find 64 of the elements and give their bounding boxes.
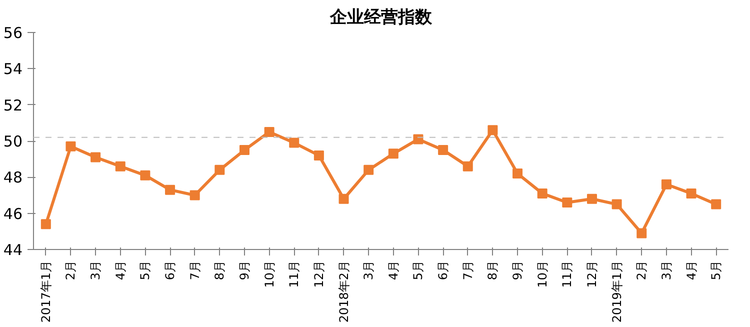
point [66, 141, 76, 152]
x-tick-label: 12月 [312, 260, 326, 288]
point [686, 188, 696, 198]
y-tick-label: 50 [3, 132, 23, 150]
x-tick-label: 3月 [659, 260, 674, 280]
point [40, 219, 51, 230]
point [289, 138, 300, 148]
x-tick-label: 2019年1月 [610, 260, 624, 323]
x-tick-label: 5月 [709, 260, 724, 280]
x-tick-label: 10月 [535, 260, 550, 288]
x-tick-label: 9月 [510, 260, 525, 280]
point [612, 199, 622, 210]
point [338, 194, 349, 204]
x-tick-label: 7月 [460, 260, 475, 280]
point [115, 161, 126, 172]
x-tick-label: 4月 [684, 260, 698, 280]
x-tick-label: 7月 [188, 260, 202, 280]
point [661, 179, 672, 190]
point [711, 199, 722, 210]
x-tick-label: 2月 [64, 260, 78, 280]
chart-title: 企业经营指数 [329, 8, 433, 28]
point [364, 164, 374, 175]
point [314, 150, 324, 160]
x-tick-label: 11月 [560, 260, 574, 288]
x-tick-label: 11月 [287, 260, 302, 288]
y-tick-label: 56 [3, 24, 23, 42]
point [264, 126, 274, 137]
point [190, 190, 200, 200]
x-tick-label: 2017年1月 [38, 260, 53, 323]
point [438, 145, 448, 156]
x-tick-label: 6月 [436, 260, 450, 280]
x-tick-label: 3月 [88, 260, 103, 280]
x-tick-label: 5月 [138, 260, 152, 280]
point [214, 164, 225, 175]
x-tick-label: 10月 [262, 260, 276, 288]
x-tick-label: 2018年2月 [336, 260, 351, 323]
y-tick-label: 52 [3, 96, 23, 114]
x-tick-label: 3月 [362, 260, 376, 280]
x-tick-label: 9月 [237, 260, 252, 280]
point [239, 145, 250, 156]
point [488, 125, 498, 136]
point [586, 194, 597, 204]
point [165, 184, 176, 195]
point [462, 161, 473, 172]
point [636, 228, 647, 238]
point [537, 188, 548, 198]
y-tick-label: 46 [3, 204, 23, 223]
x-tick-label: 12月 [584, 260, 599, 288]
x-tick-label: 6月 [163, 260, 178, 280]
point [90, 152, 101, 162]
point [388, 148, 398, 159]
point [413, 134, 424, 144]
x-tick-label: 4月 [386, 260, 400, 280]
x-tick-label: 4月 [113, 260, 128, 280]
point [562, 197, 572, 208]
y-tick-label: 54 [3, 60, 23, 78]
y-tick-label: 44 [3, 241, 23, 259]
x-tick-label: 8月 [486, 260, 500, 280]
point [512, 168, 523, 179]
x-tick-label: 5月 [411, 260, 426, 280]
point [140, 170, 150, 180]
y-tick-label: 48 [3, 168, 23, 187]
x-tick-label: 8月 [212, 260, 227, 280]
x-tick-label: 2月 [634, 260, 649, 280]
